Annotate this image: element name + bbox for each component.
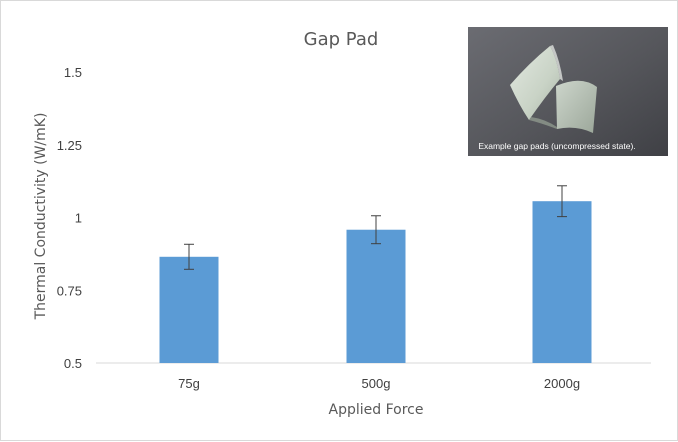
x-axis-ticks: 75g 500g 2000g bbox=[178, 376, 580, 391]
y-axis-label: Thermal Conductivity (W/mK) bbox=[33, 113, 49, 321]
inset-photo: Example gap pads (uncompressed state). bbox=[468, 27, 668, 156]
x-tick-label: 75g bbox=[178, 376, 200, 391]
x-axis-label: Applied Force bbox=[329, 402, 424, 418]
x-tick-label: 500g bbox=[362, 376, 391, 391]
bars-group bbox=[159, 185, 592, 363]
bar-2000g bbox=[532, 201, 592, 363]
chart-title: Gap Pad bbox=[304, 29, 379, 50]
bar-75g bbox=[159, 256, 219, 363]
error-bar-75g bbox=[184, 243, 194, 270]
y-tick-label: 1 bbox=[75, 211, 82, 226]
y-tick-label: 1.5 bbox=[64, 65, 82, 80]
bar-500g bbox=[346, 229, 406, 363]
y-tick-label: 0.75 bbox=[57, 283, 82, 298]
y-axis-ticks: 0.5 0.75 1 1.25 1.5 bbox=[57, 65, 82, 371]
error-bar-2000g bbox=[557, 185, 567, 218]
y-tick-label: 0.5 bbox=[64, 356, 82, 371]
y-tick-label: 1.25 bbox=[57, 138, 82, 153]
error-bar-500g bbox=[371, 215, 381, 245]
x-tick-label: 2000g bbox=[544, 376, 580, 391]
inset-caption: Example gap pads (uncompressed state). bbox=[478, 141, 635, 151]
